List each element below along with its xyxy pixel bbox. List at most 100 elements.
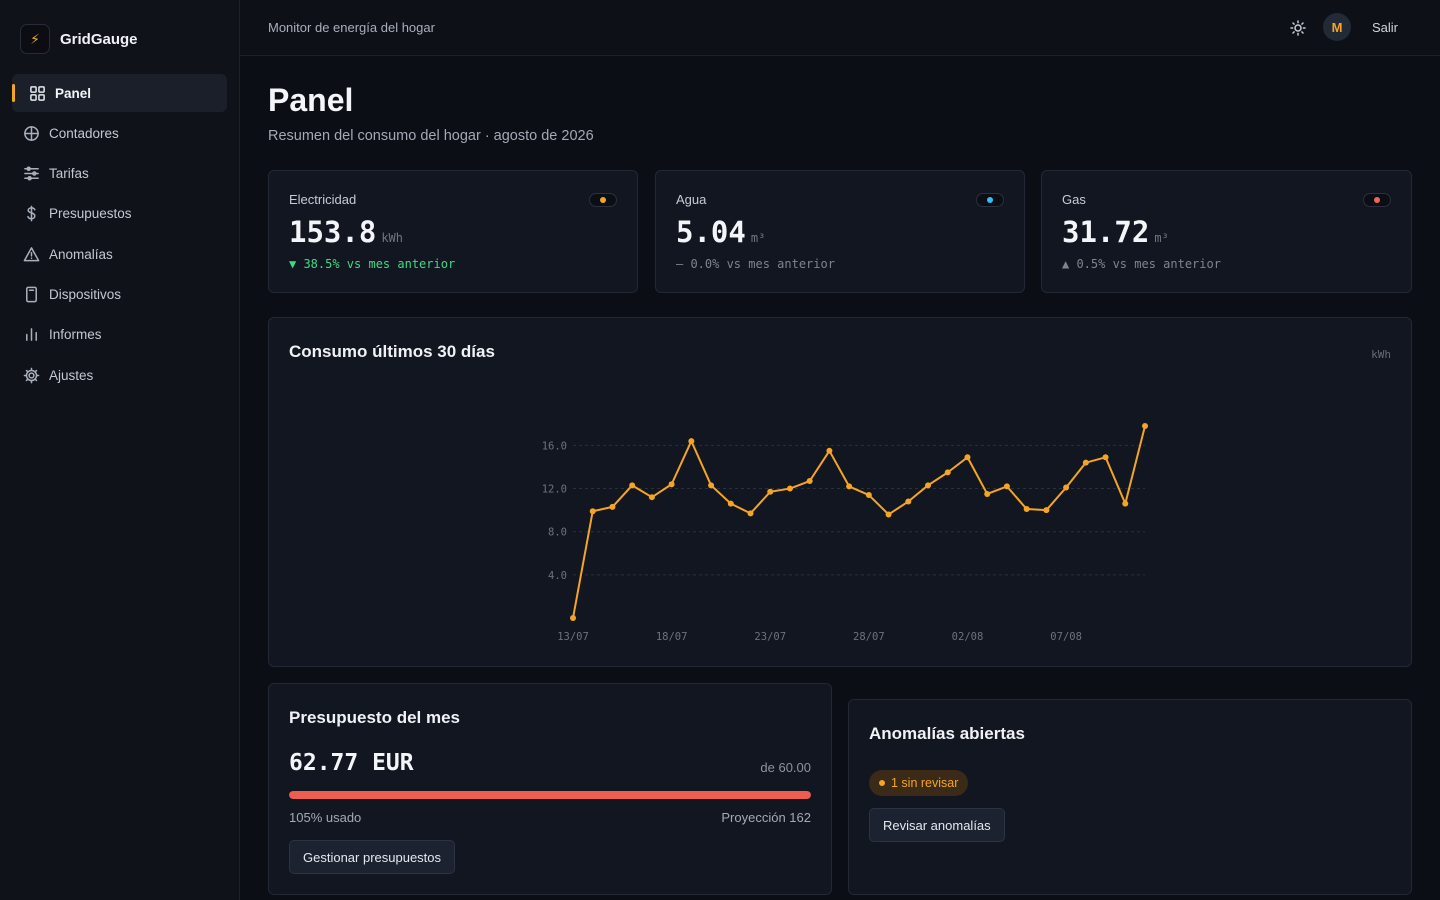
- stat-change: — 0.0% vs mes anterior: [676, 257, 835, 271]
- sidebar-item-label: Ajustes: [49, 367, 94, 383]
- stat-change: ▼ 38.5% vs mes anterior: [289, 257, 456, 271]
- data-point: [1003, 483, 1010, 490]
- sidebar-item-panel[interactable]: Panel: [12, 74, 227, 112]
- stat-card-gas: Gas 31.72 m³ ▲ 0.5% vs mes anterior: [1041, 170, 1412, 293]
- x-tick-label: 18/07: [656, 631, 688, 643]
- manage-budgets-button[interactable]: Gestionar presupuestos: [289, 840, 456, 874]
- grid-icon: [28, 84, 46, 102]
- anomalies-card: Anomalías abiertas 1 sin revisar Revisar…: [848, 699, 1412, 895]
- x-tick-label: 28/07: [853, 631, 885, 643]
- status-dot: [987, 197, 993, 203]
- data-point: [885, 511, 892, 518]
- sidebar-item-presupuestos[interactable]: Presupuestos: [12, 195, 227, 233]
- topbar: Monitor de energía del hogar M Salir: [240, 0, 1440, 56]
- data-point: [629, 482, 636, 489]
- data-point: [984, 490, 991, 497]
- data-point: [865, 492, 872, 499]
- data-point: [925, 482, 932, 489]
- x-tick-label: 07/08: [1050, 631, 1082, 643]
- data-point: [668, 481, 675, 488]
- bolt-logo-icon: ⚡: [20, 24, 50, 54]
- badge-label: 1 sin revisar: [891, 776, 959, 790]
- x-tick-label: 23/07: [754, 631, 786, 643]
- stat-value: 153.8 kWh: [289, 215, 403, 249]
- sidebar-item-anomalias[interactable]: Anomalías: [12, 235, 227, 273]
- status-badge: 1 sin revisar: [869, 770, 969, 796]
- avatar[interactable]: M: [1323, 13, 1351, 41]
- sidebar-item-informes[interactable]: Informes: [12, 316, 227, 354]
- data-point: [1043, 507, 1050, 514]
- sidebar-item-label: Presupuestos: [49, 206, 132, 222]
- stat-unit: m³: [1154, 231, 1169, 245]
- budget-projection-label: Proyección 162: [721, 810, 811, 825]
- sidebar-item-ajustes[interactable]: Ajustes: [12, 356, 227, 394]
- series-line: [572, 425, 1146, 619]
- data-point: [747, 510, 754, 517]
- logout-button[interactable]: Salir: [1372, 20, 1399, 35]
- data-point: [767, 488, 774, 495]
- stat-label: Electricidad: [289, 192, 357, 207]
- data-point: [648, 494, 655, 501]
- globe-icon: [22, 124, 40, 142]
- data-point: [609, 503, 616, 510]
- review-anomalies-button[interactable]: Revisar anomalías: [869, 808, 1005, 842]
- device-icon: [22, 285, 40, 303]
- status-indicator: [976, 193, 1004, 207]
- stat-card-water: Agua 5.04 m³ — 0.0% vs mes anterior: [655, 170, 1025, 293]
- bar-chart-icon: [22, 326, 40, 344]
- data-point: [964, 454, 971, 461]
- stat-change: ▲ 0.5% vs mes anterior: [1062, 257, 1221, 271]
- status-dot: [600, 197, 606, 203]
- stat-number: 31.72: [1062, 215, 1150, 249]
- data-point: [1102, 454, 1109, 461]
- badge-dot: [879, 780, 885, 786]
- app-name: GridGauge: [60, 30, 138, 48]
- y-tick-label: 12.0: [542, 484, 567, 496]
- stat-value: 5.04 m³: [676, 215, 765, 249]
- budget-card: Presupuesto del mes 62.77 EUR de 60.00 1…: [268, 683, 832, 895]
- stat-number: 5.04: [676, 215, 746, 249]
- stat-label: Agua: [676, 192, 707, 207]
- budget-title: Presupuesto del mes: [289, 708, 461, 727]
- y-tick-label: 8.0: [548, 527, 567, 539]
- data-point: [846, 483, 853, 490]
- sidebar-item-label: Dispositivos: [49, 286, 122, 302]
- chart-unit-label: kWh: [1371, 348, 1391, 361]
- data-point: [589, 508, 596, 515]
- dollar-icon: [22, 205, 40, 223]
- sidebar-item-label: Panel: [55, 85, 92, 101]
- stat-value: 31.72 m³: [1062, 215, 1169, 249]
- data-point: [1082, 459, 1089, 466]
- sidebar-item-label: Contadores: [49, 125, 119, 141]
- anomalies-title: Anomalías abiertas: [869, 724, 1025, 743]
- data-point: [1023, 506, 1030, 513]
- data-point: [786, 485, 793, 492]
- stat-card-electricity: Electricidad 153.8 kWh ▼ 38.5% vs mes an…: [268, 170, 638, 293]
- page-subtitle: Resumen del consumo del hogar · agosto d…: [268, 128, 594, 144]
- status-dot: [1374, 197, 1380, 203]
- warning-triangle-icon: [22, 245, 40, 263]
- chart-title: Consumo últimos 30 días: [289, 342, 495, 361]
- data-point: [905, 498, 912, 505]
- sidebar-item-label: Tarifas: [49, 166, 89, 182]
- sliders-icon: [22, 165, 40, 183]
- data-point: [708, 482, 715, 489]
- brand[interactable]: ⚡ GridGauge: [20, 24, 138, 54]
- status-indicator: [589, 193, 617, 207]
- sidebar-item-contadores[interactable]: Contadores: [12, 114, 227, 152]
- budget-limit: de 60.00: [760, 760, 811, 775]
- stat-label: Gas: [1062, 192, 1086, 207]
- status-indicator: [1363, 193, 1391, 207]
- sidebar-item-label: Anomalías: [49, 246, 113, 262]
- theme-toggle-button[interactable]: [1287, 17, 1309, 39]
- y-tick-label: 16.0: [542, 440, 567, 452]
- budget-progress-fill: [289, 791, 811, 799]
- data-point: [688, 438, 695, 445]
- data-point: [826, 447, 833, 454]
- sidebar-item-tarifas[interactable]: Tarifas: [12, 155, 227, 193]
- sidebar-item-label: Informes: [49, 327, 102, 343]
- stat-unit: m³: [750, 231, 766, 245]
- consumption-chart-card: Consumo últimos 30 días kWh 4.0 8.0 12.0 16…: [268, 317, 1412, 667]
- sidebar-item-dispositivos[interactable]: Dispositivos: [12, 275, 227, 313]
- page-title: Panel: [268, 82, 354, 118]
